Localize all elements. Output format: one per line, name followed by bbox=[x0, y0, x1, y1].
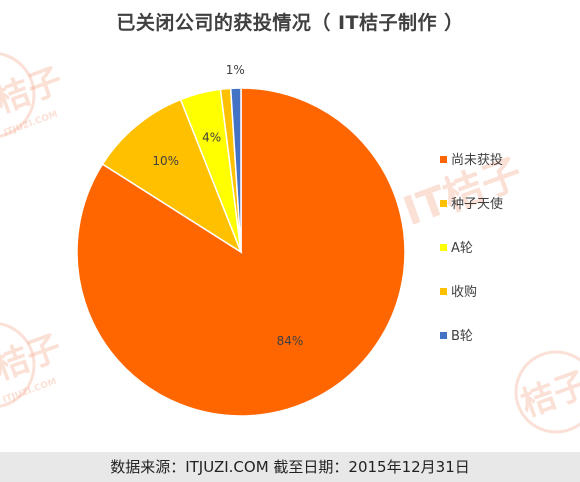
source-footer: 数据来源：ITJUZI.COM 截至日期：2015年12月31日 bbox=[0, 452, 580, 482]
watermark-right-bottom: 桔子 bbox=[514, 350, 580, 434]
pie-slices bbox=[76, 87, 406, 417]
legend-swatch bbox=[440, 244, 447, 251]
pie-data-labels: 84% 10% 4% 1% bbox=[152, 63, 303, 348]
legend-label: A轮 bbox=[451, 241, 473, 256]
legend-swatch bbox=[440, 200, 447, 207]
pie-slice bbox=[101, 98, 243, 254]
watermark-left-top: 桔子 ITJUZI.COM bbox=[0, 52, 68, 138]
legend-swatch bbox=[440, 332, 447, 339]
legend-label: B轮 bbox=[451, 329, 473, 344]
pie-slice bbox=[229, 87, 242, 253]
svg-text:桔子: 桔子 bbox=[516, 364, 580, 425]
pie-chart: 桔子 ITJUZI.COM IT桔子 桔子 ITJUZI.COM 桔子 84%1… bbox=[0, 52, 580, 434]
svg-text:桔子: 桔子 bbox=[0, 60, 68, 121]
pie-data-label: 10% bbox=[152, 154, 179, 168]
pie-data-label: 4% bbox=[202, 131, 221, 145]
pie-data-label: 1% bbox=[226, 63, 245, 77]
legend-label: 收购 bbox=[451, 284, 477, 300]
pie-data-label: 84% bbox=[277, 334, 304, 348]
legend-swatch bbox=[440, 288, 447, 295]
watermark-left-bottom: 桔子 ITJUZI.COM bbox=[0, 322, 67, 408]
svg-text:桔子: 桔子 bbox=[0, 327, 67, 388]
legend-swatch bbox=[440, 156, 447, 163]
legend-label: 种子天使 bbox=[451, 196, 503, 212]
chart-title: 已关闭公司的获投情况（ IT桔子制作 ） bbox=[116, 12, 464, 34]
legend-label: 尚未获投 bbox=[451, 152, 503, 168]
